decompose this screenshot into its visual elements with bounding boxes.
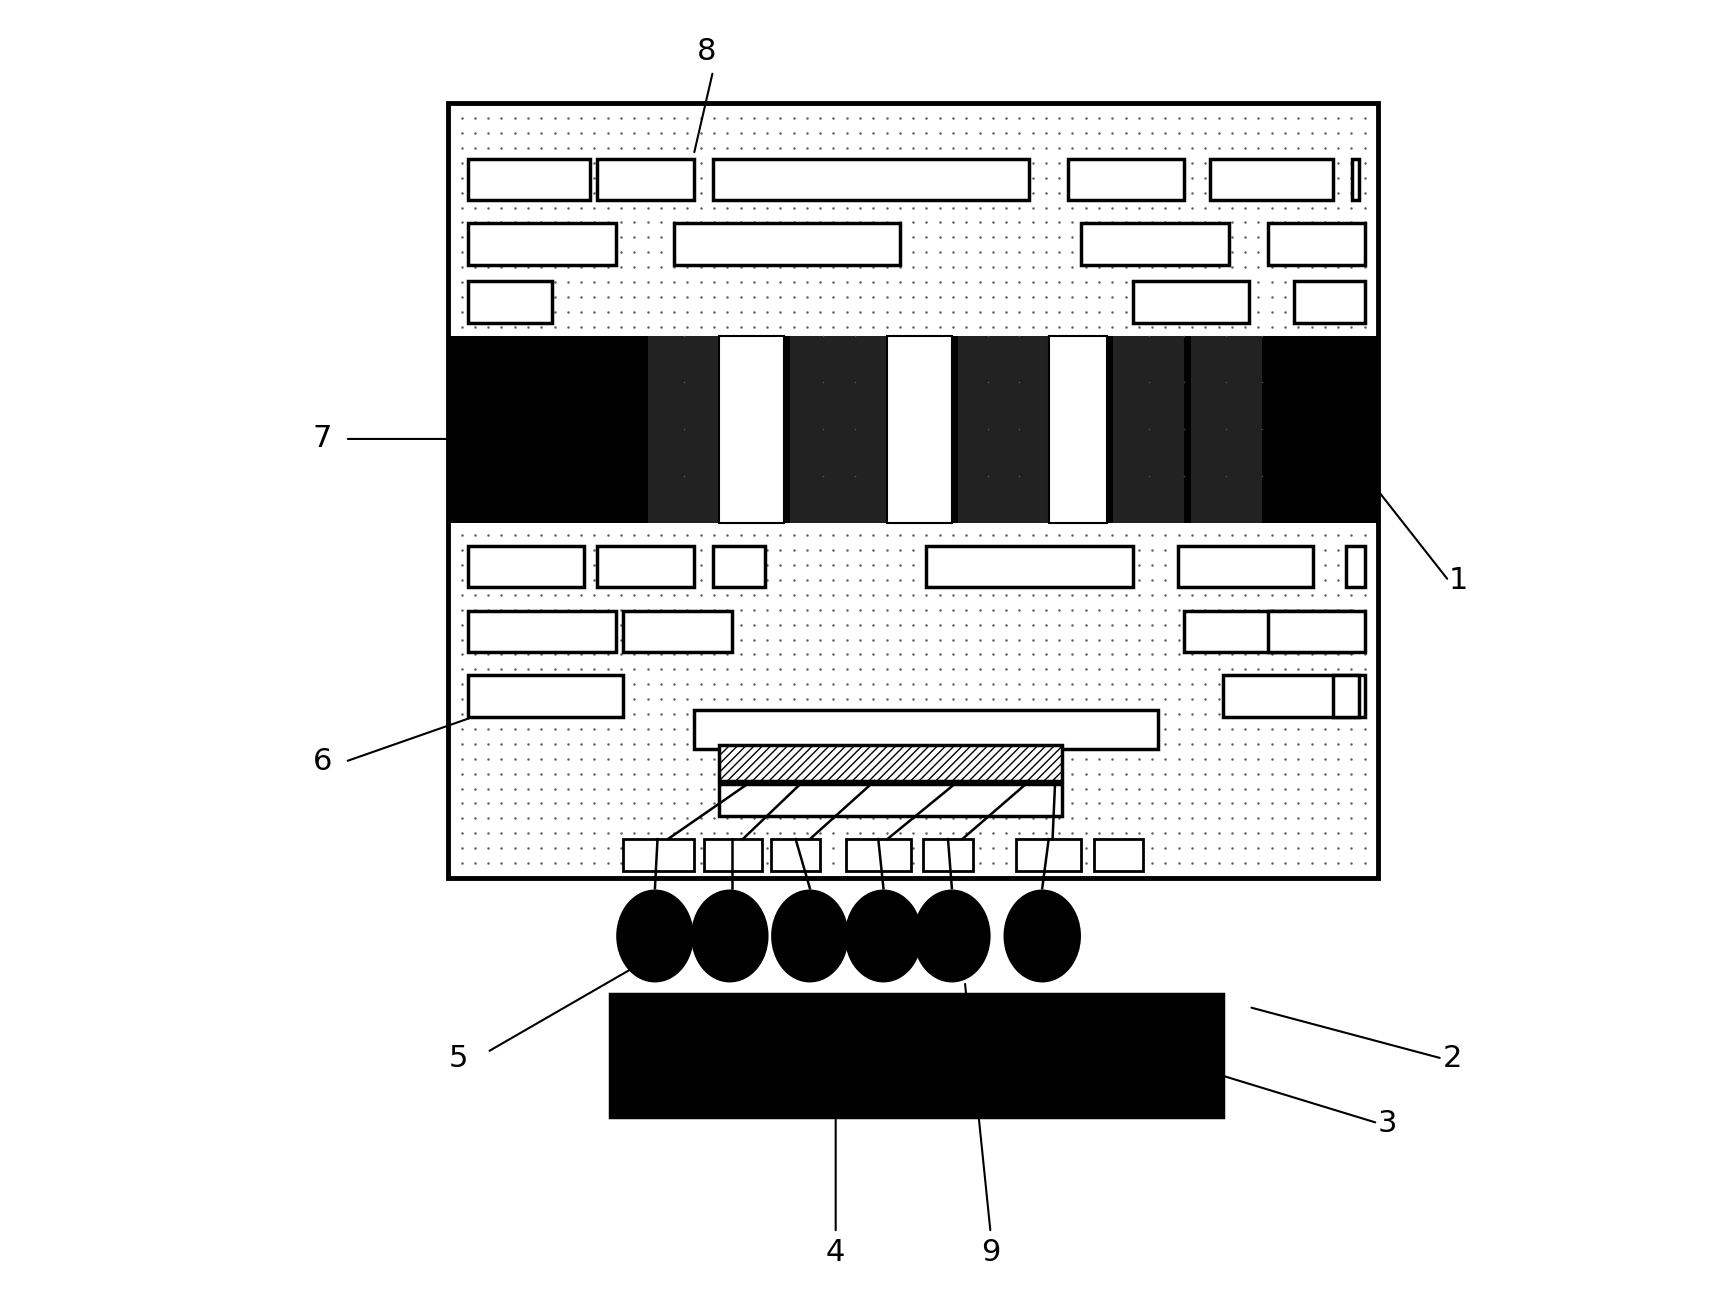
Bar (1094, 839, 1142, 871)
Bar (467, 675, 622, 717)
Bar (1294, 281, 1365, 323)
Bar (846, 839, 910, 871)
Text: 8: 8 (696, 37, 717, 66)
Bar (1080, 223, 1230, 265)
Bar (720, 336, 784, 523)
Bar (596, 159, 694, 200)
Bar (1068, 159, 1184, 200)
Bar (610, 994, 1223, 1117)
Bar (1346, 546, 1365, 587)
Bar (1191, 336, 1261, 523)
Bar (1332, 675, 1358, 717)
Bar (924, 839, 972, 871)
Bar (694, 710, 1158, 749)
Bar (448, 336, 1378, 523)
Bar (958, 336, 1049, 523)
Bar (467, 546, 584, 587)
Text: 2: 2 (1442, 1044, 1461, 1073)
Bar (648, 336, 720, 523)
Text: 6: 6 (314, 747, 333, 776)
Bar (448, 103, 1378, 878)
Ellipse shape (844, 889, 922, 982)
Bar (467, 611, 617, 652)
Ellipse shape (913, 889, 991, 982)
Bar (622, 611, 732, 652)
Text: 4: 4 (825, 1238, 846, 1266)
Bar (467, 281, 551, 323)
Text: 1: 1 (1449, 567, 1468, 595)
Bar (1268, 223, 1365, 265)
Bar (674, 223, 899, 265)
Bar (791, 336, 887, 523)
Text: 5: 5 (448, 1044, 467, 1073)
Ellipse shape (691, 889, 768, 982)
Text: 3: 3 (1378, 1109, 1397, 1137)
Bar (713, 546, 765, 587)
Text: 9: 9 (980, 1238, 1001, 1266)
Ellipse shape (1003, 889, 1080, 982)
Bar (1223, 675, 1365, 717)
Ellipse shape (617, 889, 694, 982)
Bar (720, 784, 1061, 816)
Bar (596, 546, 694, 587)
Bar (1049, 336, 1106, 523)
Bar (772, 839, 820, 871)
Ellipse shape (772, 889, 849, 982)
Bar (705, 839, 762, 871)
Bar (1017, 839, 1080, 871)
Bar (1210, 159, 1332, 200)
Bar (1353, 159, 1358, 200)
Text: 7: 7 (314, 425, 333, 453)
Bar (925, 546, 1132, 587)
Bar (467, 159, 591, 200)
Bar (1132, 281, 1249, 323)
Bar (887, 336, 951, 523)
Bar (720, 745, 1061, 781)
Bar (1179, 546, 1313, 587)
Bar (1184, 611, 1353, 652)
Bar (622, 839, 694, 871)
Bar (1268, 611, 1365, 652)
Bar (713, 159, 1029, 200)
Bar (467, 223, 617, 265)
Bar (1113, 336, 1184, 523)
